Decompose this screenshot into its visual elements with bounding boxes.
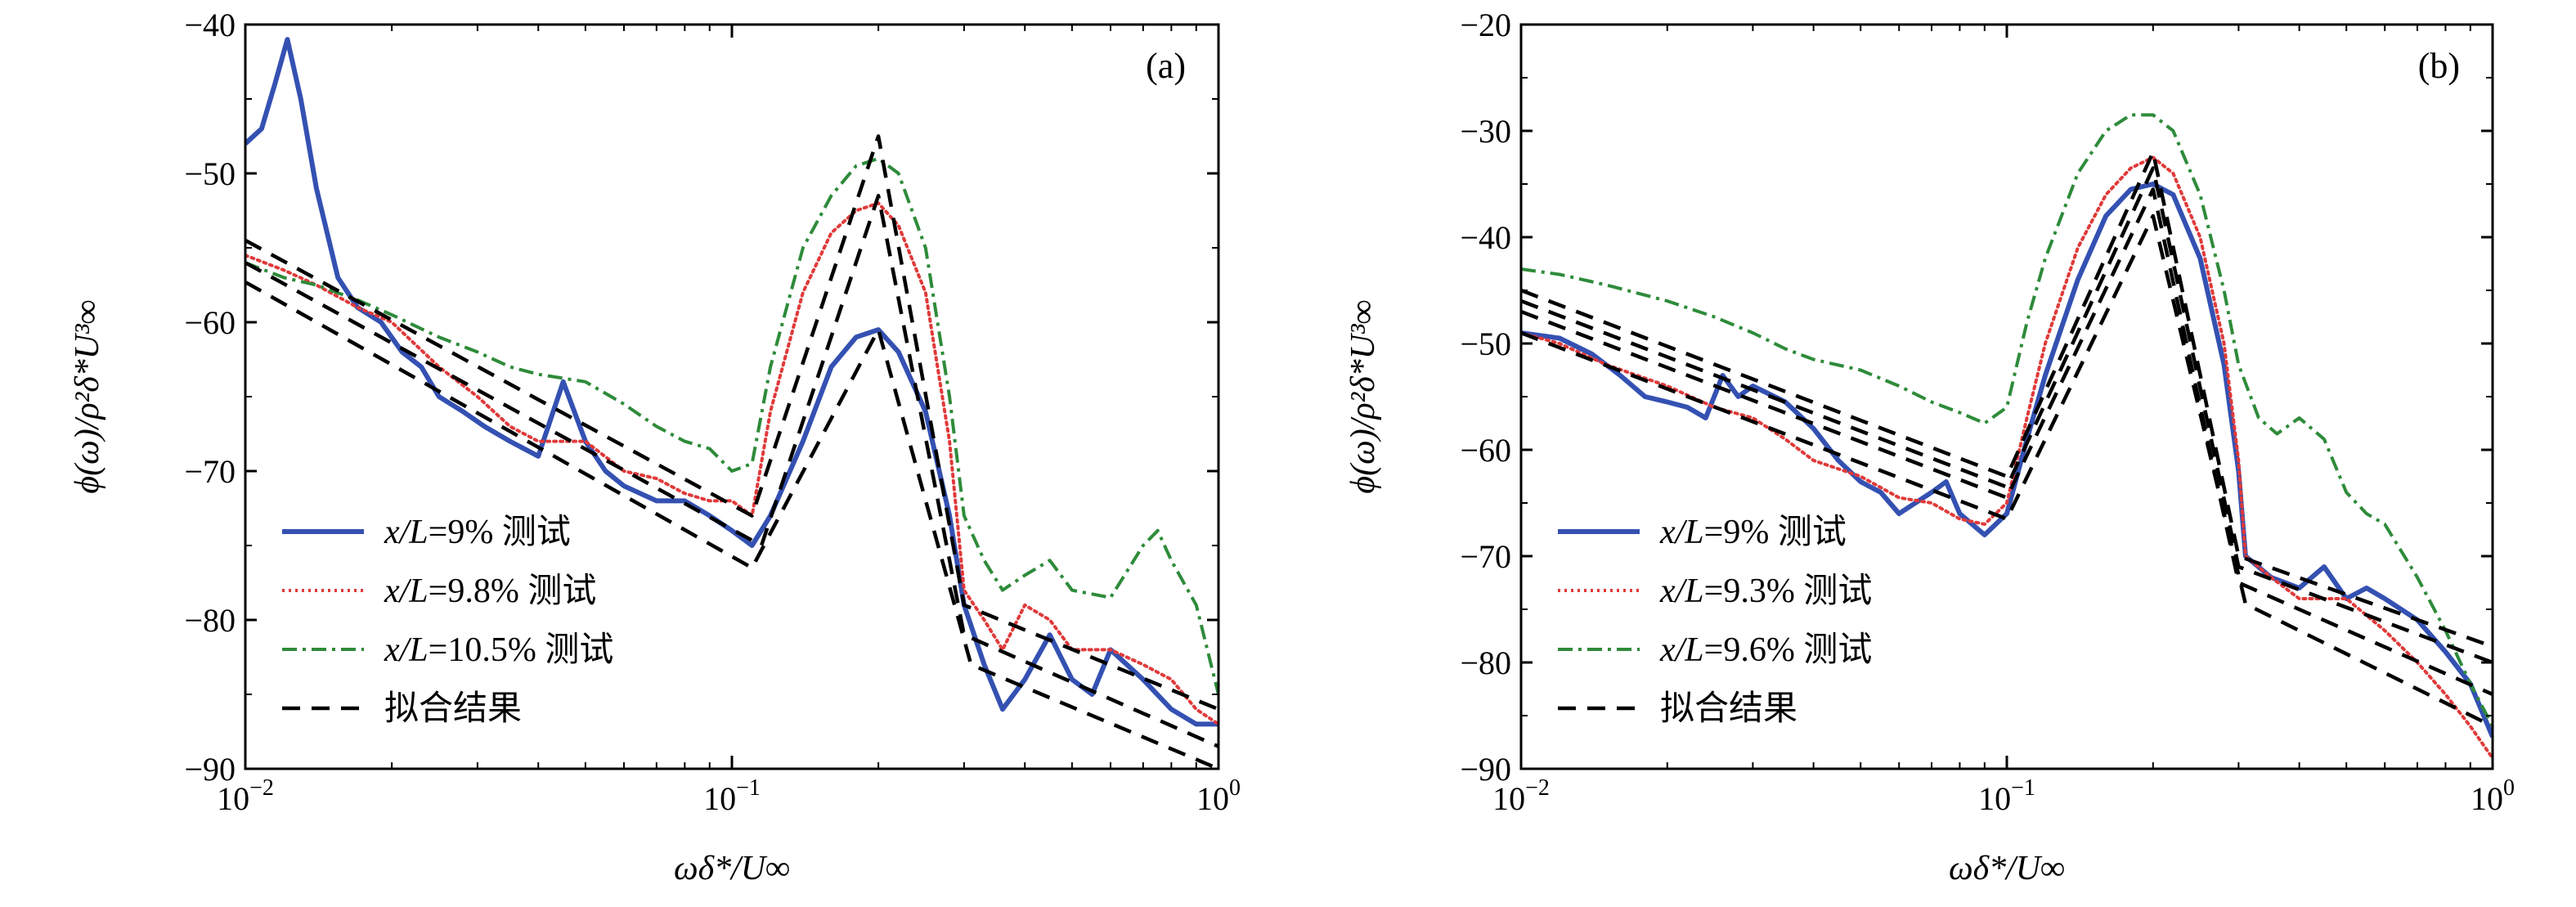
panel-label: (b) (2418, 46, 2460, 86)
x-tick-label: 10−2 (217, 775, 274, 817)
series-line-3 (1521, 113, 2493, 727)
series-line-7 (1521, 213, 2493, 729)
y-tick-label: −20 (1460, 7, 1511, 43)
series-line-6 (1521, 187, 2493, 697)
series-line-5 (1521, 166, 2493, 665)
panel-label: (a) (1146, 46, 1186, 86)
legend-entry: 拟合结果 (384, 690, 522, 728)
x-axis-label: ωδ*/U∞ (674, 850, 790, 887)
y-tick-label: −40 (184, 7, 236, 43)
chart-panel-b: −90 −80 −70 −60 −50 −40 −30 −20 10−2 10−1 100 ωδ*/U… (1344, 7, 2515, 887)
y-tick-label: −50 (1460, 326, 1511, 362)
x-tick-label: 10−1 (1978, 775, 2035, 817)
legend-entry: x/L=9% 测试 (384, 514, 571, 551)
y-tick-label: −50 (184, 155, 236, 192)
x-tick-label: 10−1 (703, 775, 761, 817)
y-tick-label: −60 (1460, 432, 1511, 469)
legend-entry: x/L=10.5% 测试 (384, 631, 613, 669)
y-tick-label: −90 (1460, 751, 1511, 788)
series-line-5 (245, 194, 1218, 748)
legend-entry: x/L=9.3% 测试 (1659, 572, 1872, 610)
legend-entry: 拟合结果 (1660, 690, 1797, 728)
x-tick-label: 10−2 (1492, 775, 1550, 817)
series-line-4 (245, 134, 1218, 712)
y-axis-label: ϕ(ω)/ρ²δ*U³∞ (1344, 299, 1382, 493)
x-tick-label: 100 (2471, 775, 2515, 817)
y-axis-label: ϕ(ω)/ρ²δ*U³∞ (69, 299, 106, 493)
legend-entry: x/L=9.8% 测试 (384, 572, 596, 610)
y-tick-label: −90 (184, 751, 236, 788)
series-line-1 (245, 37, 1218, 727)
y-tick-label: −30 (1460, 113, 1511, 150)
legend-entry: x/L=9% 测试 (1659, 514, 1847, 551)
chart-panel-a: −90 −80 −70 −60 −50 −40 10−2 10−1 100 ωδ*/U∞ ϕ(ω)/… (69, 7, 1241, 887)
y-tick-label: −80 (184, 602, 236, 639)
y-tick-label: −80 (1460, 644, 1511, 681)
series-line-2 (1521, 155, 2493, 760)
y-tick-label: −70 (1460, 538, 1511, 575)
x-tick-label: 100 (1196, 775, 1241, 817)
series-line-2 (245, 201, 1218, 726)
series-line-3 (245, 156, 1218, 695)
x-axis-label: ωδ*/U∞ (1949, 850, 2065, 887)
series-line-1 (1521, 182, 2493, 739)
y-tick-label: −40 (1460, 219, 1511, 256)
series-line-6 (245, 280, 1218, 769)
y-tick-label: −70 (184, 453, 236, 490)
y-tick-label: −60 (184, 304, 236, 341)
legend-entry: x/L=9.6% 测试 (1659, 631, 1872, 669)
